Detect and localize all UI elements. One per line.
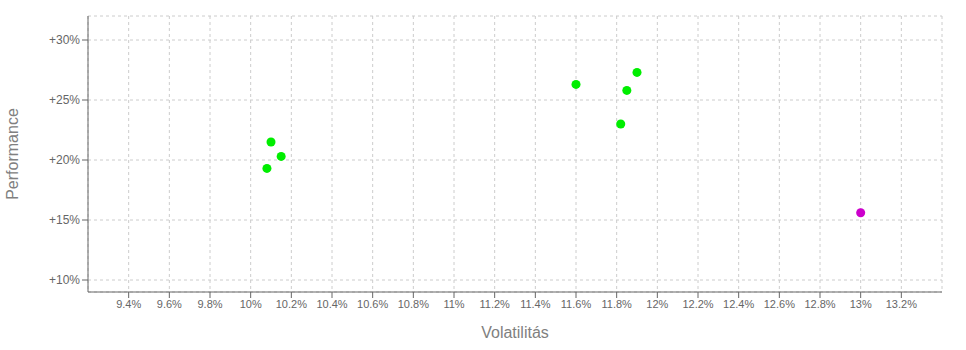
svg-text:13%: 13% [850, 298, 872, 310]
svg-text:11%: 11% [443, 298, 464, 310]
svg-text:12.6%: 12.6% [764, 298, 795, 310]
svg-text:12.8%: 12.8% [804, 298, 835, 310]
svg-text:10.4%: 10.4% [316, 298, 347, 310]
svg-text:13.2%: 13.2% [886, 298, 917, 310]
svg-text:+10%: +10% [49, 273, 80, 287]
svg-text:+30%: +30% [49, 33, 80, 47]
svg-text:11.6%: 11.6% [561, 298, 592, 310]
svg-text:Performance: Performance [8, 108, 21, 200]
svg-text:+25%: +25% [49, 93, 80, 107]
svg-text:10%: 10% [240, 298, 262, 310]
svg-text:+15%: +15% [49, 213, 80, 227]
svg-text:12%: 12% [646, 298, 668, 310]
svg-text:+20%: +20% [49, 153, 80, 167]
svg-text:9.6%: 9.6% [157, 298, 182, 310]
svg-text:11.2%: 11.2% [479, 298, 510, 310]
svg-text:11.8%: 11.8% [601, 298, 632, 310]
svg-text:10.2%: 10.2% [276, 298, 307, 310]
svg-text:10.6%: 10.6% [357, 298, 388, 310]
svg-text:9.8%: 9.8% [197, 298, 222, 310]
svg-text:9.4%: 9.4% [116, 298, 141, 310]
svg-text:10.8%: 10.8% [398, 298, 429, 310]
svg-text:12.2%: 12.2% [682, 298, 713, 310]
svg-text:Volatilitás: Volatilitás [481, 324, 549, 341]
svg-text:11.4%: 11.4% [520, 298, 551, 310]
svg-text:12.4%: 12.4% [723, 298, 754, 310]
